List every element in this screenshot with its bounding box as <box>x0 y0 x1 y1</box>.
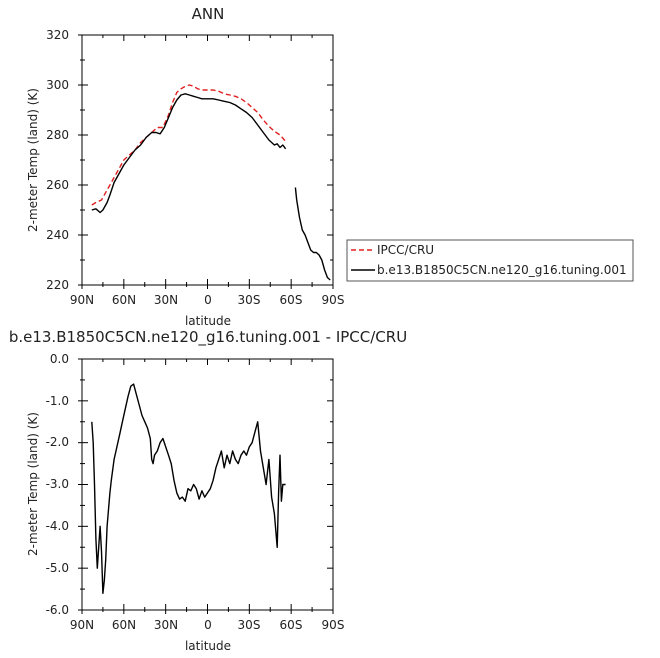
top-panel: ANN 220 240 260 280 300 320 90N 60N 30N … <box>26 5 634 328</box>
top-legend: IPCC/CRU b.e13.B1850C5CN.ne120_g16.tunin… <box>346 239 634 282</box>
top-x-tick-label: 0 <box>204 293 212 307</box>
legend-box <box>346 239 634 282</box>
bottom-y-tick-label: -6.0 <box>46 603 69 617</box>
top-x-tick-label: 90S <box>322 293 345 307</box>
bottom-y-tick-label: -4.0 <box>46 519 69 533</box>
bottom-y-tick-label: -5.0 <box>46 561 69 575</box>
bottom-series-group <box>91 383 286 594</box>
bottom-x-tick-label: 0 <box>204 618 212 632</box>
bottom-x-tick-label: 90N <box>70 618 94 632</box>
bottom-y-axis-label: 2-meter Temp (land) (K) <box>26 412 40 556</box>
top-y-axis-label: 2-meter Temp (land) (K) <box>26 88 40 232</box>
bottom-y-tick-label: -2.0 <box>46 435 69 449</box>
bottom-y-tick-labels: -6.0 -5.0 -4.0 -3.0 -2.0 -1.0 0.0 <box>46 352 69 617</box>
top-x-tick-label: 30S <box>238 293 261 307</box>
top-x-axis-label: latitude <box>185 314 231 328</box>
bottom-axis-ticks <box>78 358 334 614</box>
bottom-chart-title: b.e13.B1850C5CN.ne120_g16.tuning.001 - I… <box>9 328 407 347</box>
top-y-tick-label: 240 <box>46 228 69 242</box>
legend-label-ipcc: IPCC/CRU <box>377 243 434 257</box>
top-y-tick-label: 260 <box>46 178 69 192</box>
top-x-tick-label: 60S <box>280 293 303 307</box>
top-series-line-1 <box>91 93 287 214</box>
top-y-tick-label: 300 <box>46 78 69 92</box>
top-x-tick-label: 60N <box>112 293 136 307</box>
legend-label-model: b.e13.B1850C5CN.ne120_g16.tuning.001 <box>377 263 627 277</box>
top-y-tick-label: 320 <box>46 28 69 42</box>
top-plot-frame <box>81 34 334 286</box>
bottom-y-tick-label: -3.0 <box>46 477 69 491</box>
top-y-tick-label: 220 <box>46 278 69 292</box>
top-x-tick-label: 30N <box>154 293 178 307</box>
bottom-y-tick-label: 0.0 <box>50 352 69 366</box>
bottom-x-tick-label: 60S <box>280 618 303 632</box>
bottom-panel: b.e13.B1850C5CN.ne120_g16.tuning.001 - I… <box>9 328 407 653</box>
top-series-line-2 <box>294 187 331 281</box>
top-x-tick-label: 90N <box>70 293 94 307</box>
bottom-x-tick-label: 30S <box>238 618 261 632</box>
top-series-group <box>91 84 331 281</box>
top-y-tick-labels: 220 240 260 280 300 320 <box>46 28 69 292</box>
bottom-x-tick-label: 90S <box>322 618 345 632</box>
bottom-x-tick-label: 30N <box>154 618 178 632</box>
bottom-x-tick-labels: 90N 60N 30N 0 30S 60S 90S <box>70 618 345 632</box>
bottom-plot-frame <box>81 358 334 611</box>
top-chart-title: ANN <box>192 5 225 23</box>
bottom-series-line-0 <box>91 383 286 594</box>
top-y-tick-label: 280 <box>46 128 69 142</box>
top-x-tick-labels: 90N 60N 30N 0 30S 60S 90S <box>70 293 345 307</box>
bottom-y-tick-label: -1.0 <box>46 394 69 408</box>
top-series-line-0 <box>91 84 287 206</box>
bottom-x-tick-label: 60N <box>112 618 136 632</box>
bottom-x-axis-label: latitude <box>185 639 231 653</box>
top-axis-ticks <box>78 34 334 289</box>
